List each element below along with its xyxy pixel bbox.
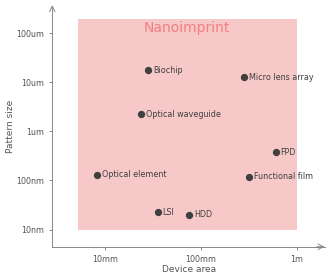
- Text: LSI: LSI: [163, 208, 174, 217]
- Y-axis label: Pattern size: Pattern size: [6, 100, 15, 153]
- Point: [273, 150, 278, 154]
- Point: [241, 75, 247, 80]
- Bar: [78, 18, 297, 230]
- Text: Optical element: Optical element: [102, 170, 166, 179]
- Text: FPD: FPD: [280, 148, 296, 157]
- Point: [146, 68, 151, 72]
- X-axis label: Device area: Device area: [162, 265, 216, 274]
- Text: Biochip: Biochip: [153, 66, 182, 74]
- Point: [95, 172, 100, 177]
- Point: [139, 112, 144, 116]
- Point: [187, 213, 192, 217]
- Text: Functional film: Functional film: [254, 172, 313, 181]
- Point: [155, 210, 160, 214]
- Text: Micro lens array: Micro lens array: [249, 73, 313, 82]
- Text: Nanoimprint: Nanoimprint: [143, 21, 230, 35]
- Point: [246, 174, 252, 179]
- Text: Optical waveguide: Optical waveguide: [146, 110, 221, 119]
- Text: HDD: HDD: [194, 210, 212, 219]
